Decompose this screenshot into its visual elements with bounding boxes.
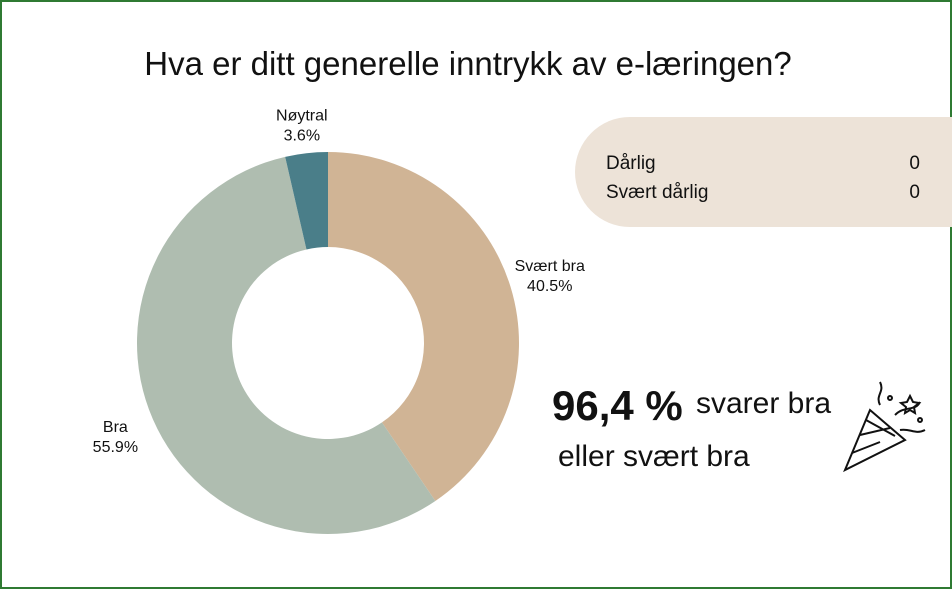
row-value: 0 [909, 182, 920, 203]
chart-title: Hva er ditt generelle inntrykk av e-læri… [144, 45, 791, 82]
row-label: Svært dårlig [606, 182, 708, 203]
callout-text: svarer bra [696, 387, 831, 420]
summary-box [575, 117, 952, 227]
donut-slice [328, 152, 519, 501]
row-value: 0 [909, 153, 920, 174]
donut-slice [285, 152, 328, 250]
slice-label: Nøytral [276, 108, 328, 125]
callout-highlight: 96,4 % [552, 382, 683, 429]
slice-label: Svært bra [515, 258, 585, 275]
slice-value-label: 40.5% [527, 278, 572, 295]
confetti-icon [843, 381, 926, 473]
slice-value-label: 3.6% [284, 128, 320, 145]
donut-slice [136, 156, 436, 535]
slice-value-label: 55.9% [93, 439, 138, 456]
row-label: Dårlig [606, 153, 656, 174]
slice-label: Bra [103, 419, 128, 436]
callout-text: eller svært bra [558, 440, 750, 473]
